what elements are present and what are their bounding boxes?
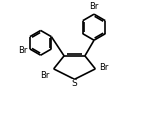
Text: S: S <box>72 79 77 88</box>
Text: Br: Br <box>99 63 109 72</box>
Text: Br: Br <box>89 2 99 11</box>
Text: Br: Br <box>40 71 50 80</box>
Text: Br: Br <box>18 46 27 55</box>
